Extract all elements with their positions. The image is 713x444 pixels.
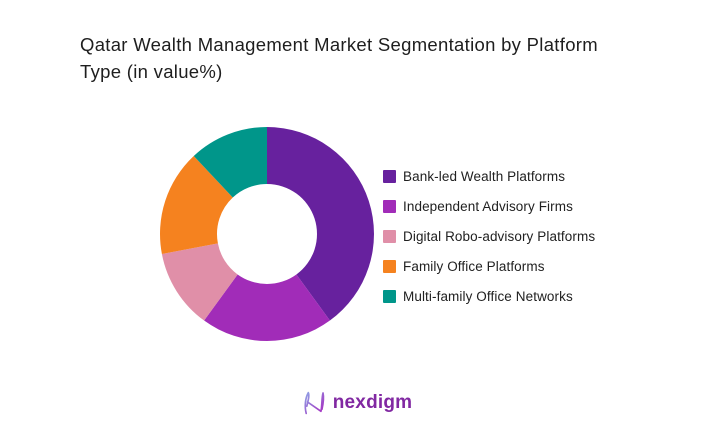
- chart-title-line1: Qatar Wealth Management Market Segmentat…: [80, 34, 598, 55]
- donut-chart: [160, 127, 374, 341]
- nexdigm-n-icon: [304, 391, 324, 415]
- legend-item-label: Independent Advisory Firms: [403, 198, 573, 214]
- legend-item: Digital Robo-advisory Platforms: [383, 226, 595, 246]
- donut-segment-1: [204, 274, 330, 341]
- donut-segment-3: [160, 156, 233, 255]
- chart-title: Qatar Wealth Management Market Segmentat…: [80, 31, 598, 85]
- nexdigm-logo-text: nexdigm: [332, 391, 413, 413]
- legend-item: Multi-family Office Networks: [383, 286, 595, 306]
- donut-segment-4: [193, 127, 267, 198]
- legend-swatch: [383, 259, 396, 273]
- legend-item-label: Bank-led Wealth Platforms: [403, 168, 566, 184]
- legend-swatch: [383, 289, 396, 303]
- legend-item-label: Digital Robo-advisory Platforms: [403, 228, 596, 244]
- donut-segment-2: [161, 243, 238, 321]
- legend-swatch: [383, 169, 396, 183]
- donut-segment-0: [267, 127, 374, 321]
- legend-swatch: [383, 199, 396, 213]
- nexdigm-logo: nexdigm: [0, 389, 713, 416]
- legend-item-label: Family Office Platforms: [403, 258, 545, 274]
- legend-swatch: [383, 229, 396, 243]
- legend: Bank-led Wealth Platforms Independent Adv…: [383, 166, 595, 316]
- legend-item: Bank-led Wealth Platforms: [383, 166, 595, 186]
- legend-item: Independent Advisory Firms: [383, 196, 595, 216]
- legend-item: Family Office Platforms: [383, 256, 595, 276]
- chart-title-line2: Type (in value%): [80, 61, 223, 82]
- legend-item-label: Multi-family Office Networks: [403, 288, 573, 304]
